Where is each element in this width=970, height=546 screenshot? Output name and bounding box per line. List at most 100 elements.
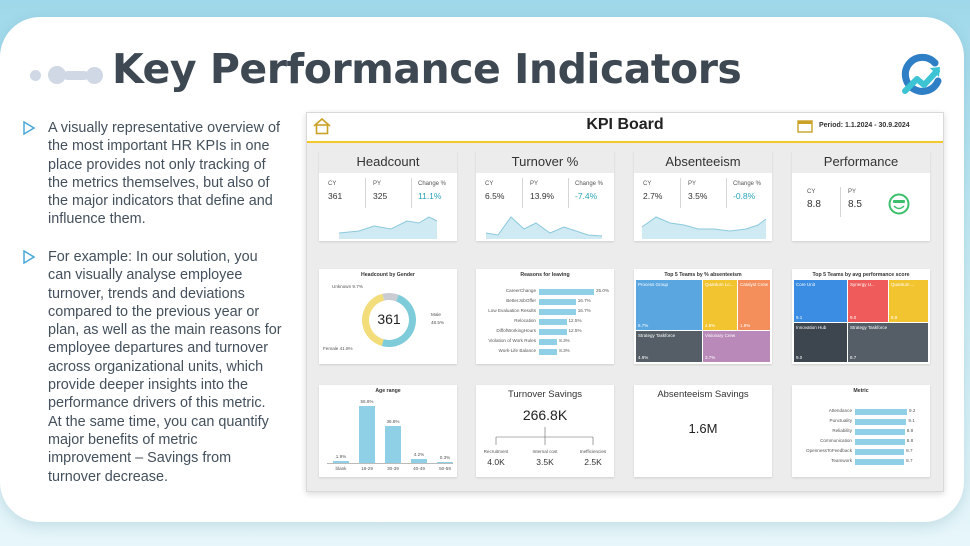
donut-center-label: 361 — [377, 311, 401, 327]
treemap-cell-value: 6.7% — [638, 323, 649, 328]
home-icon[interactable] — [312, 116, 332, 136]
bar-value-label: 25.0% — [596, 288, 610, 293]
bar-category-label: Work-Life Balance — [498, 348, 536, 353]
bar-value-label: 12.5% — [568, 318, 582, 323]
pie-label: Female 41.8% — [323, 346, 353, 351]
pie-label: Unknown 9.7% — [332, 284, 363, 289]
kpi-title: Absenteeism — [634, 151, 772, 173]
bar-value-label: 8.8 — [906, 438, 914, 443]
treemap-cell: Strategy Taskforce 4.9% — [636, 331, 702, 362]
bar-category-label: Teamwork — [831, 458, 852, 463]
savings-total: 1.6M — [688, 421, 718, 436]
kpi-py: PY 325 — [373, 181, 388, 201]
savings-title: Absenteeism Savings — [657, 389, 749, 400]
chart-title: Headcount by Gender — [361, 272, 415, 278]
treemap-cell-value: 8.7 — [850, 355, 857, 360]
bar — [539, 289, 594, 295]
savings-title: Turnover Savings — [507, 389, 583, 400]
bar — [411, 458, 427, 463]
treemap-cell-label: Catalyst Crew — [740, 282, 769, 287]
treemap-cell: Process Group 6.7% — [636, 280, 702, 330]
sparkline — [338, 216, 438, 239]
kpi-change: Change % -7.4% — [575, 181, 604, 201]
bar — [855, 429, 905, 435]
kpi-cy: CY 2.7% — [643, 181, 663, 201]
bar-value-label: 1.9% — [335, 454, 347, 460]
bar-value-label: 0.3% — [439, 455, 451, 461]
treemap-cell-label: Process Group — [638, 282, 669, 287]
treemap-cell-value: 9.0 — [796, 355, 803, 360]
treemap-cell: Strategy Taskforce 8.7 — [848, 323, 928, 362]
kpi-py: PY 3.5% — [688, 181, 708, 201]
turnover-savings-card: Turnover Savings 266.8K Recruitment 4.0K… — [476, 385, 614, 477]
treemap-cell-value: 1.9% — [740, 323, 751, 328]
bar-value-label: 56.8% — [360, 399, 374, 405]
chart-top-teams-absenteeism: Top 5 Teams by % absenteeism Process Gro… — [634, 269, 772, 364]
treemap-cell-label: Quantum Lo... — [705, 282, 734, 287]
chart-title: Top 5 Teams by avg performance score — [812, 272, 910, 278]
savings-total: 266.8K — [522, 407, 568, 423]
bullet-arrow-icon — [23, 250, 36, 264]
bar-category-label: Punctuality — [829, 418, 852, 423]
donut-chart — [362, 293, 417, 347]
bar — [437, 462, 453, 463]
treemap-cell: Quantum Lo... 4.8% — [703, 280, 737, 330]
bar-category-label: 18-29 — [361, 466, 373, 471]
bar-value-label: 4.2% — [413, 451, 425, 457]
bar-value-label: 16.7% — [577, 308, 591, 313]
kpi-py: PY 8.5 — [848, 189, 862, 210]
sparkline — [485, 216, 603, 239]
treemap-cell: Catalyst Crew 1.9% — [738, 280, 770, 330]
bar-value-label: 9.1 — [908, 418, 915, 423]
axis-line — [327, 463, 453, 464]
kpi-change: Change % -0.8% — [733, 181, 762, 201]
breakdown-value: 2.5K — [584, 457, 602, 467]
breakdown-value: 3.5K — [536, 457, 554, 467]
bullet-item: For example: In our solution, you can vi… — [22, 248, 282, 486]
decor-dots-icon — [30, 63, 105, 87]
brand-logo-icon — [901, 53, 942, 95]
bar-category-label: Communication — [820, 438, 852, 443]
chart-age-range: Age range 1.9% blank 56.8% 18-29 36.8% 30-39 4… — [319, 385, 457, 477]
kpi-card-headcount: Headcount CY 361 PY 325 Change % 11.1% — [319, 151, 457, 241]
bar-category-label: BetterJobOffer — [506, 298, 536, 303]
bar-value-label: 8.8 — [906, 428, 914, 433]
pie-slice — [382, 293, 399, 302]
bar — [333, 461, 349, 463]
bar — [539, 339, 558, 345]
pie-slice — [381, 294, 417, 347]
treemap-cell-value: 4.9% — [638, 355, 649, 360]
bullet-text: For example: In our solution, you can vi… — [48, 249, 282, 485]
absenteeism-savings-card: Absenteeism Savings 1.6M — [634, 385, 772, 477]
kpi-title: Performance — [792, 151, 930, 173]
period-label: Period: 1.1.2024 - 30.9.2024 — [819, 122, 910, 129]
treemap-cell-value: 8.8 — [891, 315, 898, 320]
bar-category-label: DiffofWorkingHours — [496, 328, 536, 333]
breakdown-label: Recruitment — [483, 449, 509, 454]
bar — [855, 449, 905, 455]
chart-title: Top 5 Teams by % absenteeism — [664, 272, 742, 278]
bullet-arrow-icon — [23, 121, 36, 135]
pie-slice — [362, 293, 385, 347]
chart-top-teams-performance: Top 5 Teams by avg performance score Cor… — [792, 269, 930, 364]
bullet-item: A visually representative overview of th… — [22, 119, 282, 229]
bar — [539, 329, 567, 335]
bar-value-label: 9.2 — [909, 408, 916, 413]
bar — [855, 439, 905, 445]
bar-value-label: 8.3% — [559, 338, 570, 343]
bar-value-label: 16.7% — [577, 298, 591, 303]
bar — [539, 299, 576, 305]
bar-category-label: Violation of Work Rules — [488, 338, 536, 343]
savings-tree-lines — [495, 427, 594, 445]
kpi-card-performance: Performance CY 8.8 PY 8.5 — [792, 151, 930, 241]
treemap-cell-label: Quantum ... — [891, 282, 915, 287]
page-title: Key Performance Indicators — [112, 45, 742, 93]
treemap-cell-label: Core Unit — [796, 282, 816, 287]
bar-value-label: 8.7 — [906, 448, 913, 453]
bar-category-label: blank — [335, 466, 347, 471]
kpi-cy: CY 361 — [328, 181, 343, 201]
kpi-change: Change % 11.1% — [418, 181, 447, 201]
bar-category-label: CareerChange — [505, 288, 536, 293]
bar — [539, 309, 576, 315]
kpi-title: Turnover % — [476, 151, 614, 173]
